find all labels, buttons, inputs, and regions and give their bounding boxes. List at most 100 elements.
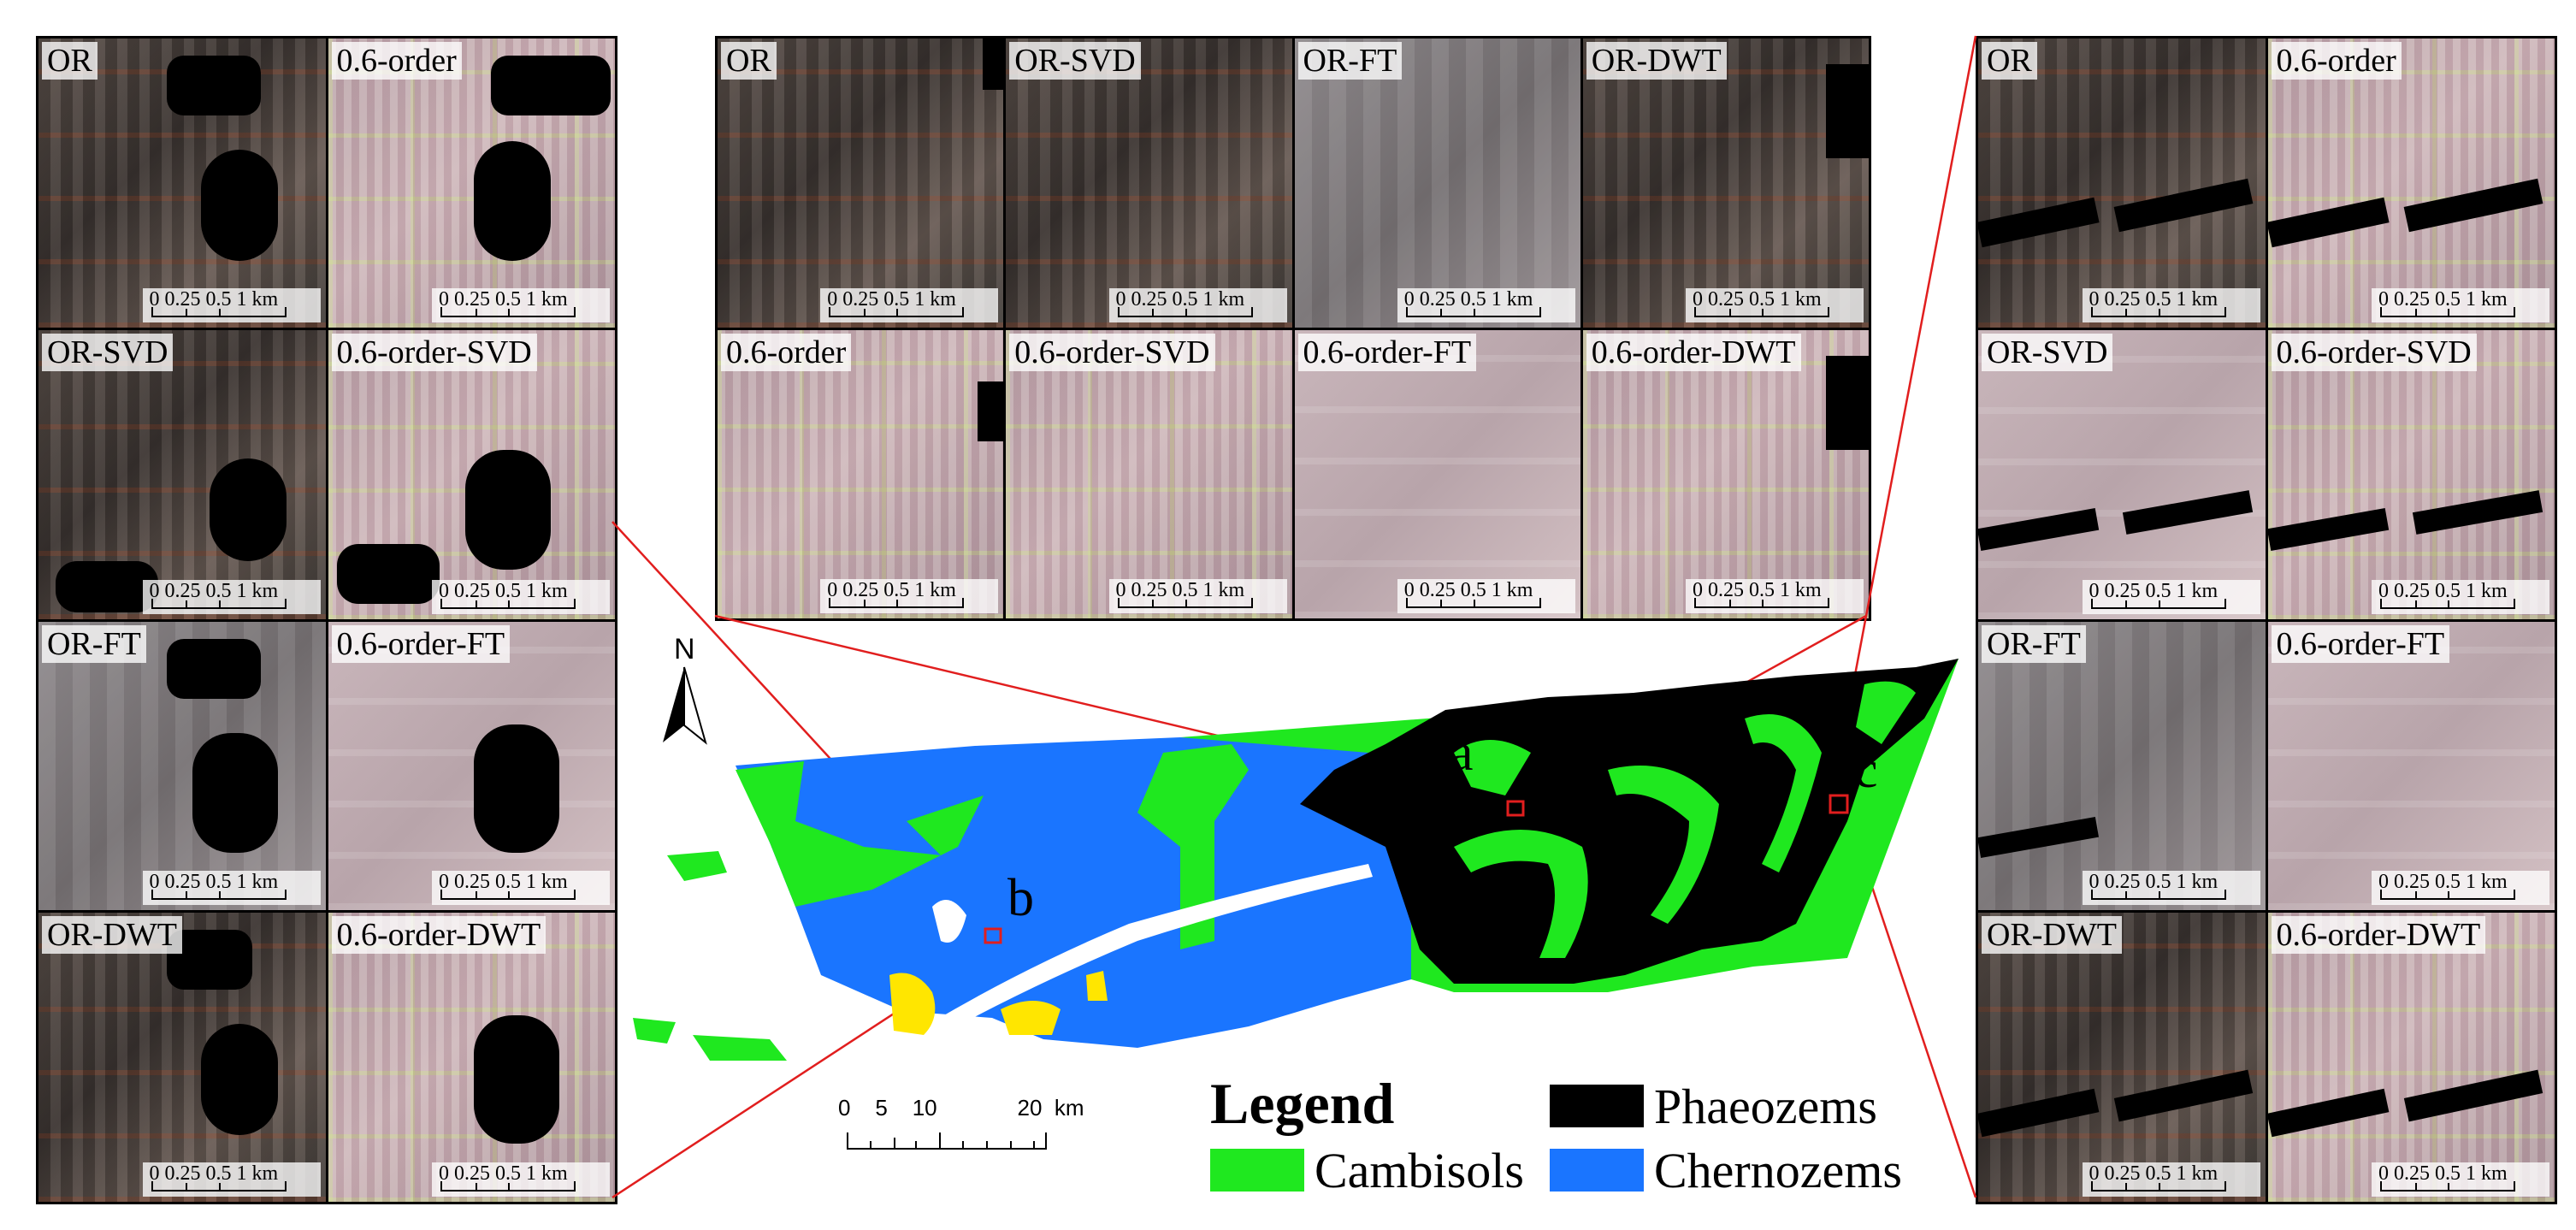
tile-label: OR-FT [1982, 624, 2086, 663]
site-c-box [1829, 794, 1849, 814]
north-arrow-icon: N [663, 633, 707, 745]
tile-scale-bar: 0 0.25 0.5 1 km [2372, 1162, 2549, 1197]
tile-label: 0.6-order-SVD [331, 333, 537, 371]
tile-c-0-6-order: 0.6-order 0 0.25 0.5 1 km [2267, 38, 2555, 328]
cambisols-west [736, 761, 984, 907]
tile-scale-bar: 0 0.25 0.5 1 km [142, 871, 321, 906]
tile-scale-bar: 0 0.25 0.5 1 km [432, 287, 610, 322]
tile-scale-text: 0 0.25 0.5 1 km [2089, 579, 2219, 602]
other-soil-patch [889, 973, 936, 1035]
tile-scale-text: 0 0.25 0.5 1 km [1693, 287, 1822, 310]
tile-scale-text: 0 0.25 0.5 1 km [1115, 579, 1245, 601]
tile-label: 0.6-order-DWT [331, 916, 547, 955]
tile-scale-text: 0 0.25 0.5 1 km [1115, 287, 1245, 310]
tile-c-or-ft: OR-FT 0 0.25 0.5 1 km [1978, 621, 2266, 911]
map-scale-bar: 0 5 10 20 km [838, 1095, 1084, 1163]
tile-scale-bar: 0 0.25 0.5 1 km [820, 287, 999, 322]
tile-scale-text: 0 0.25 0.5 1 km [2089, 871, 2219, 894]
tile-a-or-dwt: OR-DWT 0 0.25 0.5 1 km [1582, 38, 1869, 328]
tile-label: OR-DWT [1982, 916, 2122, 955]
tile-scale-bar: 0 0.25 0.5 1 km [1686, 287, 1864, 322]
tile-scale-text: 0 0.25 0.5 1 km [149, 871, 279, 894]
tile-scale-bar: 0 0.25 0.5 1 km [820, 579, 999, 613]
tile-scale-bar: 0 0.25 0.5 1 km [2372, 871, 2549, 906]
tile-scale-text: 0 0.25 0.5 1 km [827, 579, 956, 601]
tile-label: OR-DWT [42, 916, 182, 955]
tile-scale-bar: 0 0.25 0.5 1 km [2082, 287, 2260, 322]
other-soil-patch-2 [1001, 1001, 1061, 1035]
site-label-b: b [1007, 869, 1034, 927]
tile-label: 0.6-order-SVD [1009, 333, 1215, 371]
tile-b-0-6-order-dwt: 0.6-order-DWT 0 0.25 0.5 1 km [328, 913, 615, 1202]
tile-label: OR [721, 42, 777, 80]
tile-b-or: OR 0 0.25 0.5 1 km [38, 38, 326, 328]
connector-lines [612, 35, 1977, 1199]
site-label-c: c [1854, 741, 1878, 799]
tile-scale-bar: 0 0.25 0.5 1 km [432, 1162, 610, 1197]
legend-item-phaeozems: Phaeozems [1550, 1079, 1877, 1134]
site-label-a: a [1450, 724, 1474, 782]
tile-scale-text: 0 0.25 0.5 1 km [2089, 287, 2219, 310]
tile-label: 0.6-order [721, 333, 852, 371]
tile-b-0-6-order-ft: 0.6-order-FT 0 0.25 0.5 1 km [328, 621, 615, 911]
tile-scale-bar: 0 0.25 0.5 1 km [1397, 287, 1575, 322]
tile-scale-text: 0 0.25 0.5 1 km [149, 579, 279, 602]
tile-label: 0.6-order-FT [331, 624, 511, 663]
tile-scale-bar: 0 0.25 0.5 1 km [142, 287, 321, 322]
legend-label: Chernozems [1654, 1142, 1902, 1198]
tile-c-or-dwt: OR-DWT 0 0.25 0.5 1 km [1978, 913, 2266, 1202]
tile-label: OR-FT [1297, 42, 1403, 80]
tile-scale-bar: 0 0.25 0.5 1 km [2082, 871, 2260, 906]
tile-a-0-6-order: 0.6-order 0 0.25 0.5 1 km [718, 329, 1004, 618]
tile-scale-text: 0 0.25 0.5 1 km [439, 871, 568, 894]
tile-label: OR-DWT [1586, 42, 1727, 80]
tile-scale-bar: 0 0.25 0.5 1 km [1686, 579, 1864, 613]
tile-label: OR-SVD [42, 333, 174, 371]
tile-scale-bar: 0 0.25 0.5 1 km [2082, 579, 2260, 614]
tile-label: 0.6-order [2271, 42, 2402, 80]
tile-label: OR-SVD [1982, 333, 2113, 371]
tile-scale-text: 0 0.25 0.5 1 km [149, 287, 279, 310]
tile-scale-bar: 0 0.25 0.5 1 km [1108, 287, 1287, 322]
tile-a-or: OR 0 0.25 0.5 1 km [718, 38, 1004, 328]
tile-scale-bar: 0 0.25 0.5 1 km [142, 1162, 321, 1197]
tile-label: 0.6-order-FT [2271, 624, 2450, 663]
legend-swatch-cambisols [1210, 1149, 1304, 1192]
legend-label: Cambisols [1315, 1142, 1524, 1198]
legend-item-chernozems: Chernozems [1550, 1143, 1902, 1198]
legend-label: Phaeozems [1654, 1078, 1877, 1134]
legend-item-cambisols: Cambisols [1210, 1143, 1524, 1198]
tile-scale-text: 0 0.25 0.5 1 km [1403, 579, 1533, 601]
legend-title: Legend [1210, 1071, 1395, 1136]
tile-b-0-6-order: 0.6-order 0 0.25 0.5 1 km [328, 38, 615, 328]
map-scale-ruler [847, 1132, 1047, 1150]
tile-scale-text: 0 0.25 0.5 1 km [149, 1162, 279, 1185]
tile-label: 0.6-order-SVD [2271, 333, 2477, 371]
tile-a-0-6-order-ft: 0.6-order-FT 0 0.25 0.5 1 km [1294, 329, 1580, 618]
tile-a-0-6-order-svd: 0.6-order-SVD 0 0.25 0.5 1 km [1006, 329, 1292, 618]
tile-label: OR [42, 42, 97, 80]
tile-scale-text: 0 0.25 0.5 1 km [439, 1162, 568, 1185]
tile-label: 0.6-order-FT [1297, 333, 1477, 371]
tile-label: 0.6-order-DWT [2271, 916, 2486, 955]
tile-scale-text: 0 0.25 0.5 1 km [1403, 287, 1533, 310]
cambisols-fragment [667, 851, 727, 881]
tile-scale-bar: 0 0.25 0.5 1 km [1108, 579, 1287, 613]
tile-scale-bar: 0 0.25 0.5 1 km [432, 871, 610, 906]
cambisols-streaks [1454, 681, 1916, 958]
tile-scale-bar: 0 0.25 0.5 1 km [2372, 287, 2549, 322]
tile-scale-text: 0 0.25 0.5 1 km [2089, 1162, 2219, 1185]
site-a-box [1506, 800, 1525, 817]
tile-label: OR-SVD [1009, 42, 1141, 80]
cambisols-fragment-2 [633, 1018, 676, 1044]
island [932, 900, 966, 943]
tile-c-or: OR 0 0.25 0.5 1 km [1978, 38, 2266, 328]
tile-c-0-6-order-ft: 0.6-order-FT 0 0.25 0.5 1 km [2267, 621, 2555, 911]
other-soil-patch-3 [1086, 971, 1108, 1001]
legend-swatch-chernozems [1550, 1149, 1644, 1192]
tile-scale-text: 0 0.25 0.5 1 km [2378, 287, 2508, 310]
tile-scale-text: 0 0.25 0.5 1 km [2378, 579, 2508, 602]
tile-scale-bar: 0 0.25 0.5 1 km [2372, 579, 2549, 614]
tile-a-or-ft: OR-FT 0 0.25 0.5 1 km [1294, 38, 1580, 328]
